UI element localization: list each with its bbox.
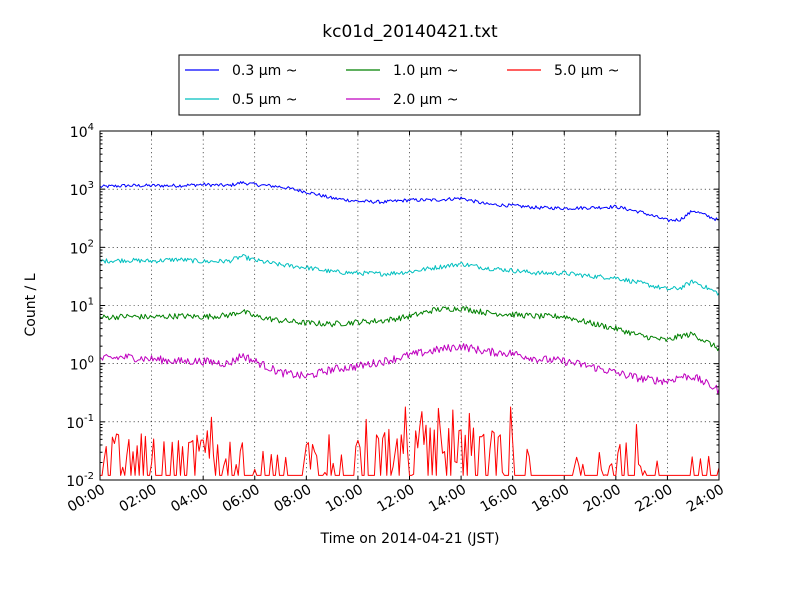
y-tick-label: 10-1 xyxy=(66,413,94,432)
legend-box xyxy=(178,54,641,116)
y-tick-label: 104 xyxy=(70,122,94,141)
y-tick-exponent: -1 xyxy=(84,413,94,424)
legend-label-1: 0.3 μm ~ xyxy=(232,63,297,79)
y-tick-base: 10 xyxy=(66,474,84,490)
grid-lines xyxy=(100,131,719,480)
y-tick-exponent: -2 xyxy=(84,471,94,482)
series-layer xyxy=(99,181,720,476)
y-axis-label: Count / L xyxy=(23,273,39,336)
series-line-2 xyxy=(99,253,720,296)
series-line-1 xyxy=(99,181,720,223)
y-tick-exponent: 1 xyxy=(88,297,94,308)
legend-label-4: 2.0 μm ~ xyxy=(393,92,458,108)
legend-label-2: 0.5 μm ~ xyxy=(232,92,297,108)
y-tick-base: 10 xyxy=(70,183,88,199)
legend: 0.3 μm ~ 0.5 μm ~ 1.0 μm ~ 2.0 μm ~ 5.0 μm ~ xyxy=(178,54,641,116)
legend-label-3: 1.0 μm ~ xyxy=(393,63,458,79)
y-tick-base: 10 xyxy=(70,125,88,141)
chart-title: kc01d_20140421.txt xyxy=(322,22,498,42)
y-tick-base: 10 xyxy=(70,358,88,374)
series-line-3 xyxy=(99,306,720,352)
x-axis-label: Time on 2014-04-21 (JST) xyxy=(320,531,500,547)
y-tick-label: 103 xyxy=(70,180,94,199)
y-tick-base: 10 xyxy=(70,241,88,257)
y-tick-exponent: 3 xyxy=(88,180,94,191)
series-line-4 xyxy=(99,343,720,394)
y-tick-label: 101 xyxy=(70,297,94,316)
axis-ticks xyxy=(99,130,720,481)
y-tick-exponent: 4 xyxy=(88,122,94,133)
y-tick-exponent: 0 xyxy=(88,355,94,366)
series-line-5 xyxy=(100,406,720,476)
legend-label-5: 5.0 μm ~ xyxy=(554,63,619,79)
y-tick-base: 10 xyxy=(66,416,84,432)
y-tick-label: 100 xyxy=(70,355,94,374)
y-tick-exponent: 2 xyxy=(88,238,94,249)
y-tick-label: 102 xyxy=(70,238,94,257)
y-tick-base: 10 xyxy=(70,300,88,316)
y-tick-label: 10-2 xyxy=(66,471,94,490)
